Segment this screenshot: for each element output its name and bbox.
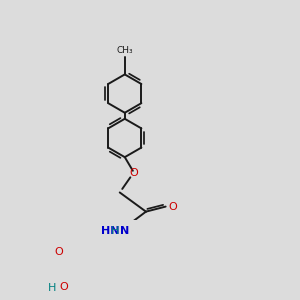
Text: HN: HN — [101, 226, 120, 236]
Text: O: O — [54, 247, 63, 256]
Text: O: O — [130, 168, 138, 178]
Text: CH₃: CH₃ — [116, 46, 133, 55]
Text: O: O — [60, 282, 68, 292]
Text: H: H — [111, 226, 120, 236]
Text: O: O — [169, 202, 177, 212]
Text: N: N — [120, 226, 129, 236]
Text: H: H — [48, 283, 56, 293]
